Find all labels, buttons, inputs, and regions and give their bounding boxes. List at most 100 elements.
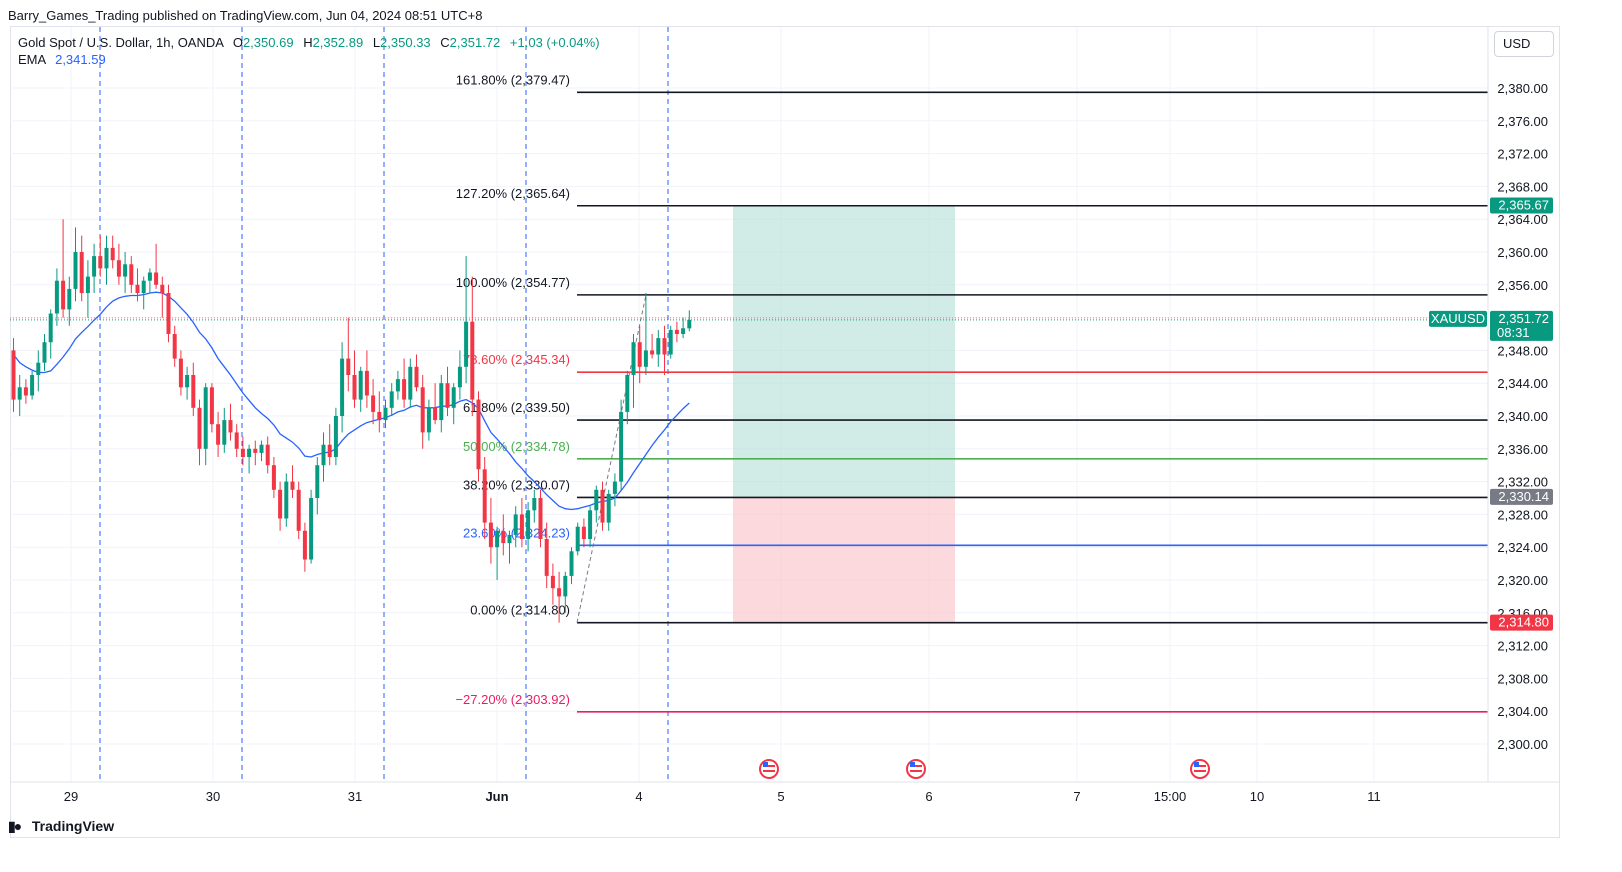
candle-body[interactable] [141, 280, 146, 293]
candle-body[interactable] [333, 416, 338, 457]
symbol-label[interactable]: Gold Spot / U.S. Dollar, 1h, OANDA [18, 35, 224, 50]
candle-body[interactable] [265, 444, 270, 466]
candle-body[interactable] [581, 526, 586, 539]
candle-body[interactable] [389, 391, 394, 408]
candle-body[interactable] [147, 272, 152, 281]
candle-body[interactable] [519, 514, 524, 539]
candle-body[interactable] [681, 328, 686, 334]
candle-body[interactable] [426, 407, 431, 433]
candle-body[interactable] [606, 493, 611, 523]
candle-body[interactable] [414, 366, 419, 388]
candle-body[interactable] [166, 293, 171, 334]
candle-body[interactable] [507, 534, 512, 544]
us-event-flag-icon[interactable] [759, 759, 779, 779]
candle-body[interactable] [85, 276, 90, 293]
candle-body[interactable] [17, 387, 22, 400]
candle-body[interactable] [191, 375, 196, 408]
candle-body[interactable] [36, 362, 41, 375]
candle-body[interactable] [364, 370, 369, 396]
candle-body[interactable] [550, 575, 555, 589]
candle-body[interactable] [637, 342, 642, 367]
candle-body[interactable] [668, 329, 673, 355]
candle-body[interactable] [79, 252, 84, 293]
candle-body[interactable] [457, 366, 462, 388]
candle-body[interactable] [563, 575, 568, 597]
candle-body[interactable] [619, 411, 624, 482]
candle-body[interactable] [203, 387, 208, 449]
candle-body[interactable] [612, 481, 617, 494]
ema-line[interactable] [12, 291, 690, 511]
candle-body[interactable] [61, 280, 66, 310]
candle-body[interactable] [588, 510, 593, 539]
candle-body[interactable] [327, 444, 332, 457]
candle-body[interactable] [656, 338, 661, 355]
candle-body[interactable] [377, 411, 382, 421]
candle-body[interactable] [395, 379, 400, 392]
candle-body[interactable] [290, 481, 295, 490]
candle-body[interactable] [631, 342, 636, 375]
candle-body[interactable] [321, 444, 326, 466]
candle-body[interactable] [439, 383, 444, 421]
candle-body[interactable] [67, 288, 72, 310]
candle-body[interactable] [340, 358, 345, 416]
candle-body[interactable] [482, 469, 487, 523]
candle-body[interactable] [209, 387, 214, 425]
candle-body[interactable] [557, 588, 562, 597]
candle-body[interactable] [358, 370, 363, 400]
candle-body[interactable] [650, 350, 655, 355]
candle-body[interactable] [315, 465, 320, 498]
candle-body[interactable] [445, 383, 450, 408]
candle-body[interactable] [98, 256, 103, 269]
candle-body[interactable] [278, 489, 283, 519]
candle-body[interactable] [197, 407, 202, 449]
candle-body[interactable] [433, 407, 438, 421]
candle-body[interactable] [625, 375, 630, 412]
candle-body[interactable] [383, 407, 388, 421]
candle-body[interactable] [495, 530, 500, 548]
candle-body[interactable] [309, 498, 314, 560]
candle-body[interactable] [352, 375, 357, 400]
candle-body[interactable] [42, 342, 47, 363]
candle-body[interactable] [123, 264, 128, 277]
candle-body[interactable] [643, 350, 648, 367]
candle-body[interactable] [259, 444, 264, 453]
candle-body[interactable] [135, 284, 140, 293]
candle-body[interactable] [408, 366, 413, 400]
candle-body[interactable] [464, 321, 469, 367]
candle-body[interactable] [513, 514, 518, 535]
candle-body[interactable] [662, 338, 667, 355]
candle-body[interactable] [110, 247, 115, 261]
candle-body[interactable] [420, 387, 425, 433]
position-stop-zone[interactable] [733, 496, 955, 623]
candle-body[interactable] [240, 448, 245, 457]
candle-body[interactable] [674, 329, 679, 334]
candle-body[interactable] [129, 264, 134, 285]
candle-body[interactable] [73, 252, 78, 289]
candle-body[interactable] [575, 526, 580, 552]
chart-frame[interactable] [10, 26, 1560, 838]
candle-body[interactable] [402, 379, 407, 400]
candle-body[interactable] [234, 432, 239, 449]
candle-body[interactable] [600, 489, 605, 523]
candle-body[interactable] [687, 319, 692, 329]
currency-button[interactable]: USD [1494, 31, 1554, 57]
candle-body[interactable] [253, 448, 258, 453]
candle-body[interactable] [247, 448, 252, 457]
candle-body[interactable] [48, 313, 53, 343]
candle-body[interactable] [346, 358, 351, 375]
candle-body[interactable] [30, 375, 35, 396]
candle-body[interactable] [451, 387, 456, 408]
candle-body[interactable] [23, 387, 28, 396]
ema-label[interactable]: EMA [18, 52, 46, 67]
candle-body[interactable] [538, 498, 543, 539]
candle-body[interactable] [302, 530, 307, 560]
candle-body[interactable] [154, 272, 159, 285]
candle-body[interactable] [216, 424, 221, 445]
candle-body[interactable] [476, 399, 481, 470]
candle-body[interactable] [284, 481, 289, 519]
candle-body[interactable] [470, 321, 475, 400]
candle-body[interactable] [172, 334, 177, 359]
candle-body[interactable] [160, 284, 165, 293]
candle-body[interactable] [178, 358, 183, 388]
